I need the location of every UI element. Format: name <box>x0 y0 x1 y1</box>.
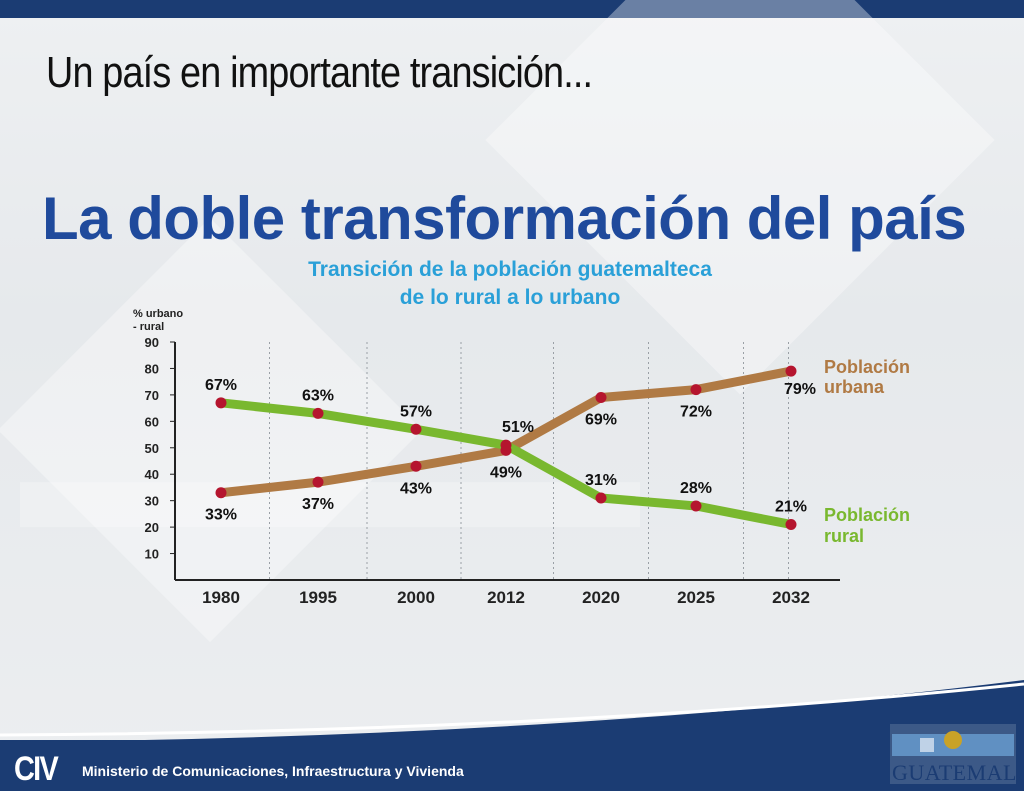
data-label-rural: 51% <box>502 419 534 436</box>
line-chart: 10 20 30 40 50 60 70 80 90 % urbano- rural 1980 199… <box>20 308 911 607</box>
chart-title-line-2: de lo rural a lo urbano <box>399 286 621 309</box>
data-point-rural <box>500 439 512 451</box>
data-point-urban <box>785 365 797 377</box>
y-axis-label: % urbano <box>133 308 183 320</box>
data-label-rural: 28% <box>680 480 712 497</box>
x-tick-label: 2025 <box>677 588 715 607</box>
data-label-urban: 33% <box>205 507 237 524</box>
legend-rural: Población <box>824 505 910 525</box>
x-tick-label: 2012 <box>487 588 525 607</box>
data-label-urban: 43% <box>400 480 432 497</box>
data-label-rural: 63% <box>302 387 334 404</box>
guatemala-flag-logo <box>890 724 1016 784</box>
data-label-rural: 31% <box>585 472 617 489</box>
y-axis-label: - rural <box>133 321 164 333</box>
data-label-urban: 37% <box>302 496 334 513</box>
y-tick-label: 20 <box>145 520 159 535</box>
y-tick-label: 80 <box>145 361 159 376</box>
y-tick-label: 50 <box>145 441 159 456</box>
data-point-urban <box>410 460 422 472</box>
background-band <box>20 482 640 528</box>
data-point-urban <box>595 392 607 404</box>
civ-logo: CIV <box>14 750 59 788</box>
data-label-rural: 67% <box>205 377 237 394</box>
data-label-urban: 72% <box>680 404 712 421</box>
coat-of-arms-icon <box>944 731 962 749</box>
x-tick-label: 1980 <box>202 588 240 607</box>
top-bar <box>0 0 1024 18</box>
data-point-urban <box>312 476 324 488</box>
data-point-rural <box>785 518 797 530</box>
data-label-urban: 69% <box>585 412 617 429</box>
x-tick-label: 2032 <box>772 588 810 607</box>
slide-title: Un país en importante transición... <box>46 48 593 97</box>
data-label-urban: 79% <box>784 381 816 398</box>
data-point-rural <box>595 492 607 504</box>
data-point-rural <box>690 500 702 512</box>
guatemala-wordmark: GUATEMALA <box>892 760 1024 785</box>
chart-title-line-1: Transición de la población guatemalteca <box>308 258 712 281</box>
data-point-urban <box>215 487 227 499</box>
legend-rural: rural <box>824 526 864 546</box>
y-tick-label: 10 <box>145 547 159 562</box>
data-point-rural <box>215 397 227 409</box>
y-tick-label: 90 <box>145 335 159 350</box>
data-label-rural: 21% <box>775 498 807 515</box>
legend-urban: Población <box>824 357 910 377</box>
y-tick-label: 70 <box>145 388 159 403</box>
footer-swoosh <box>0 680 1024 750</box>
data-point-urban <box>690 384 702 396</box>
data-label-rural: 57% <box>400 403 432 420</box>
headline: La doble transformación del país <box>42 185 967 252</box>
y-tick-label: 60 <box>145 414 159 429</box>
data-point-rural <box>410 423 422 435</box>
y-tick-label: 40 <box>145 467 159 482</box>
ministry-name: Ministerio de Comunicaciones, Infraestru… <box>82 763 464 779</box>
x-tick-label: 2020 <box>582 588 620 607</box>
y-tick-label: 30 <box>145 494 159 509</box>
data-label-urban: 49% <box>490 464 522 481</box>
data-point-rural <box>312 407 324 419</box>
x-tick-label: 1995 <box>299 588 337 607</box>
x-tick-label: 2000 <box>397 588 435 607</box>
legend-urban: urbana <box>824 377 885 397</box>
